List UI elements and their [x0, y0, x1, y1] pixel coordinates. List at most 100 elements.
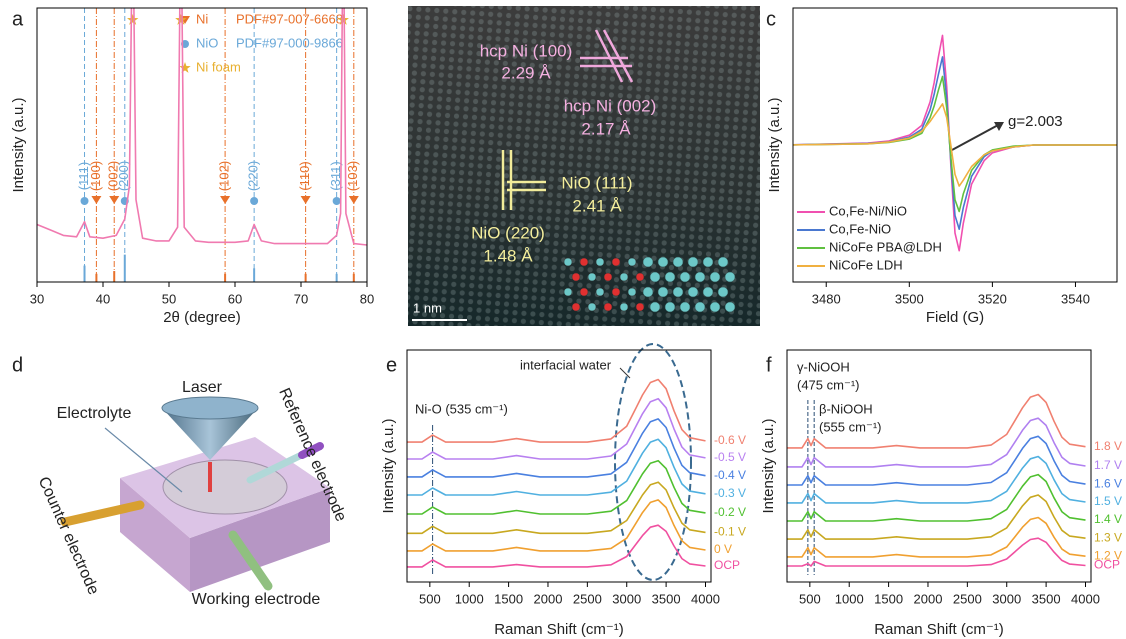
atom — [672, 286, 684, 298]
ni-marker — [300, 196, 311, 204]
x-tick-label: 60 — [228, 291, 242, 306]
region-label: interfacial water — [520, 357, 612, 372]
series-label: -0.4 V — [714, 468, 746, 482]
x-tick-label: 30 — [30, 291, 44, 306]
series-label: OCP — [714, 558, 740, 572]
x-tick-label: 4000 — [1071, 591, 1100, 606]
atom — [627, 257, 637, 267]
plot-area — [407, 378, 706, 568]
x-tick-label: 4000 — [691, 591, 720, 606]
nio-marker — [332, 197, 341, 205]
nio-marker — [80, 197, 89, 205]
series-label: -0.1 V — [714, 525, 746, 539]
atom — [679, 271, 691, 283]
legend-label: Co,Fe-Ni/NiO — [829, 203, 907, 218]
atom — [649, 271, 661, 283]
hkl-label: (311) — [328, 161, 343, 190]
data-line — [793, 103, 1117, 187]
atom — [603, 272, 613, 282]
atom — [595, 287, 605, 297]
ni-foam-marker — [175, 14, 187, 25]
ni-foam-marker — [126, 14, 139, 25]
legend-label: PDF#97-000-9866 — [236, 35, 343, 50]
tem-label: hcp Ni (100) — [480, 41, 573, 60]
atom — [587, 272, 597, 282]
data-line — [787, 393, 1086, 449]
atom — [724, 301, 736, 313]
x-tick-label: 3500 — [652, 591, 681, 606]
y-axis-label: Intensity (a.u.) — [760, 418, 777, 513]
x-tick-label: 1500 — [494, 591, 523, 606]
atom — [587, 302, 597, 312]
working-electrode — [228, 530, 273, 591]
atom — [635, 272, 645, 282]
cell-side — [190, 488, 330, 592]
x-tick-label: 80 — [360, 291, 374, 306]
series-label: -0.2 V — [714, 505, 746, 519]
atom — [724, 271, 736, 283]
y-axis-label: Intensity (a.u.) — [380, 418, 397, 513]
electrolyte-pointer — [104, 427, 183, 493]
legend-label: NiCoFe LDH — [829, 257, 903, 272]
panel-label: c — [766, 8, 776, 30]
legend-label: Ni foam — [196, 59, 241, 74]
x-tick-label: 2000 — [914, 591, 943, 606]
atom — [579, 287, 589, 297]
x-tick-label: 3000 — [612, 591, 641, 606]
x-axis-label: Raman Shift (cm⁻¹) — [494, 621, 624, 638]
tem-label: 2.17 Å — [581, 119, 631, 138]
reference-electrode-tip — [298, 442, 324, 459]
panel-label: f — [766, 354, 772, 376]
legend-marker — [179, 62, 191, 73]
data-line — [787, 417, 1086, 468]
series-label: 1.3 V — [1094, 530, 1122, 544]
nio-marker — [250, 197, 259, 205]
series-label: -0.3 V — [714, 486, 746, 500]
atom — [657, 286, 669, 298]
tem-label: 1.48 Å — [483, 246, 533, 265]
x-axis-label: Raman Shift (cm⁻¹) — [874, 621, 1004, 638]
series-label: 1.4 V — [1094, 512, 1122, 526]
data-line — [787, 455, 1086, 504]
atom — [664, 301, 676, 313]
atom — [717, 286, 729, 298]
annotation: γ-NiOOH — [797, 359, 850, 374]
atom — [611, 257, 621, 267]
x-tick-label: 3480 — [812, 291, 841, 306]
series-label: 1.7 V — [1094, 458, 1122, 472]
ni-marker — [91, 196, 102, 204]
atom — [694, 271, 706, 283]
atom — [642, 256, 654, 268]
atom — [664, 271, 676, 283]
data-line — [407, 397, 706, 460]
y-axis-label: Intensity (a.u.) — [766, 97, 783, 192]
series-label: OCP — [1094, 558, 1120, 572]
panel-label: a — [12, 8, 24, 30]
legend-label: Ni — [196, 11, 208, 26]
data-line — [407, 499, 706, 552]
axes-frame — [406, 349, 712, 583]
series-label: 1.5 V — [1094, 494, 1122, 508]
hkl-label: (110) — [297, 161, 312, 190]
plot-area — [793, 34, 1117, 252]
tem-label: NiO (111) — [561, 173, 632, 192]
hkl-label: (103) — [345, 161, 360, 191]
x-tick-label: 70 — [294, 291, 308, 306]
data-line — [787, 473, 1086, 522]
ni-marker — [109, 196, 120, 204]
atom — [563, 257, 573, 267]
atom — [642, 286, 654, 298]
x-axis-label: 2θ (degree) — [163, 309, 241, 326]
atom — [709, 301, 721, 313]
data-line — [37, 8, 367, 246]
x-tick-label: 40 — [96, 291, 110, 306]
annotation: g=2.003 — [1008, 113, 1063, 130]
laser-top — [161, 396, 259, 420]
x-tick-label: 1000 — [835, 591, 864, 606]
plot-area — [37, 8, 367, 246]
ni-foam-marker — [337, 14, 349, 25]
atom — [627, 287, 637, 297]
data-line — [407, 459, 706, 515]
atom — [563, 287, 573, 297]
data-line — [787, 494, 1086, 540]
